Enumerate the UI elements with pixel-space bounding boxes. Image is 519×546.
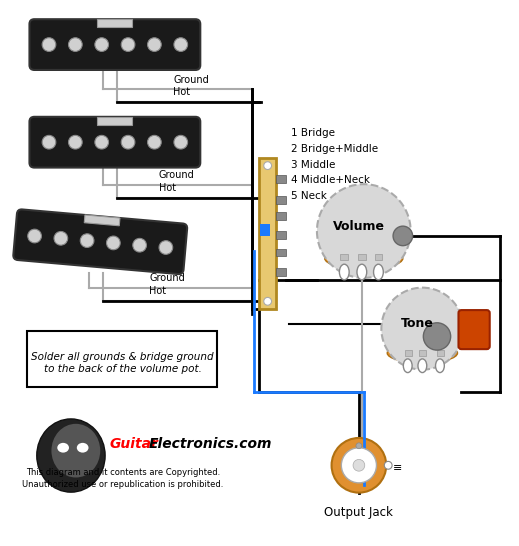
Circle shape — [95, 38, 108, 51]
Circle shape — [28, 229, 42, 243]
Text: Ground: Ground — [173, 75, 209, 85]
FancyBboxPatch shape — [30, 117, 200, 168]
Bar — [276, 196, 285, 204]
Circle shape — [174, 38, 187, 51]
Circle shape — [69, 135, 82, 149]
Circle shape — [42, 38, 56, 51]
Bar — [405, 350, 412, 356]
Ellipse shape — [57, 443, 69, 453]
Text: ≡: ≡ — [393, 463, 402, 473]
Circle shape — [342, 448, 376, 483]
Circle shape — [317, 184, 411, 278]
Bar — [97, 19, 132, 27]
Ellipse shape — [325, 248, 403, 269]
Text: Electronics.com: Electronics.com — [149, 437, 272, 451]
Circle shape — [133, 239, 146, 252]
FancyBboxPatch shape — [27, 330, 217, 387]
Text: Volume: Volume — [333, 219, 385, 233]
Text: Ground: Ground — [159, 170, 195, 180]
Ellipse shape — [357, 264, 367, 280]
Text: 1 Bridge: 1 Bridge — [291, 128, 335, 139]
Circle shape — [121, 135, 135, 149]
Circle shape — [42, 135, 56, 149]
Bar — [340, 254, 348, 260]
Text: This diagram and it contents are Copyrighted.: This diagram and it contents are Copyrig… — [25, 468, 220, 477]
Circle shape — [332, 438, 386, 492]
Circle shape — [80, 234, 94, 247]
Bar — [97, 117, 132, 124]
Bar — [276, 175, 285, 183]
Text: Solder all grounds & bridge ground
to the back of the volume pot.: Solder all grounds & bridge ground to th… — [31, 352, 214, 373]
Circle shape — [264, 298, 271, 305]
Circle shape — [353, 459, 365, 471]
FancyBboxPatch shape — [458, 310, 490, 349]
Circle shape — [424, 323, 450, 350]
Circle shape — [159, 241, 173, 254]
Ellipse shape — [435, 359, 444, 372]
Circle shape — [356, 443, 362, 449]
Bar — [276, 212, 285, 220]
Ellipse shape — [387, 343, 458, 363]
Bar — [419, 350, 426, 356]
Bar — [260, 158, 276, 309]
Text: Unauthorized use or republication is prohibited.: Unauthorized use or republication is pro… — [22, 480, 223, 489]
Bar — [437, 350, 444, 356]
Text: 4 Middle+Neck: 4 Middle+Neck — [291, 175, 370, 185]
Circle shape — [121, 38, 135, 51]
Circle shape — [106, 236, 120, 250]
Circle shape — [147, 38, 161, 51]
Bar — [276, 231, 285, 239]
Circle shape — [174, 135, 187, 149]
Bar — [261, 224, 270, 236]
Circle shape — [95, 135, 108, 149]
Text: Hot: Hot — [149, 287, 166, 296]
Ellipse shape — [77, 443, 89, 453]
Bar — [276, 248, 285, 257]
Ellipse shape — [374, 264, 384, 280]
Ellipse shape — [403, 359, 412, 372]
Text: 3 Middle: 3 Middle — [291, 159, 335, 170]
Circle shape — [69, 38, 82, 51]
Bar — [375, 254, 383, 260]
Text: 2 Bridge+Middle: 2 Bridge+Middle — [291, 144, 378, 154]
Circle shape — [381, 288, 463, 370]
Circle shape — [384, 461, 392, 469]
FancyBboxPatch shape — [30, 19, 200, 70]
Bar — [358, 254, 366, 260]
Ellipse shape — [339, 264, 349, 280]
Circle shape — [147, 135, 161, 149]
Ellipse shape — [37, 419, 105, 492]
Ellipse shape — [418, 359, 427, 372]
Circle shape — [264, 162, 271, 169]
Text: Guitar: Guitar — [110, 437, 159, 451]
Text: Hot: Hot — [173, 87, 190, 97]
Text: Output Jack: Output Jack — [324, 506, 393, 519]
Text: 5 Neck: 5 Neck — [291, 191, 326, 201]
Circle shape — [54, 232, 67, 245]
Ellipse shape — [51, 424, 100, 478]
Text: Ground: Ground — [149, 273, 185, 283]
FancyBboxPatch shape — [13, 210, 187, 274]
Bar — [84, 215, 120, 226]
Circle shape — [393, 226, 413, 246]
Text: Hot: Hot — [159, 183, 176, 193]
Text: Tone: Tone — [401, 317, 434, 330]
Bar — [276, 268, 285, 276]
